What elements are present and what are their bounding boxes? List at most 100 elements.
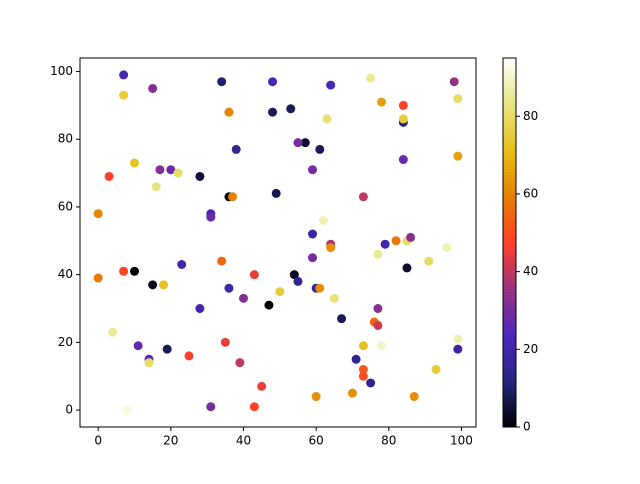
colorbar-step [503, 411, 516, 416]
colorbar-step [503, 147, 516, 151]
colorbar-step [503, 94, 516, 99]
colorbar-step [503, 227, 516, 231]
point [238, 293, 248, 303]
point [224, 283, 234, 293]
colorbar-step [503, 270, 516, 274]
colorbar-step [503, 187, 516, 191]
x-tick-label: 60 [309, 434, 324, 448]
colorbar-tick-label: 80 [523, 109, 538, 123]
point [195, 171, 205, 181]
point [402, 263, 412, 273]
point [104, 171, 114, 181]
colorbar-step [503, 257, 516, 262]
colorbar-step [503, 230, 516, 234]
point [358, 364, 368, 374]
colorbar-tick-label: 0 [523, 420, 531, 434]
colorbar-step [503, 184, 516, 188]
point [373, 304, 383, 314]
colorbar-step [503, 362, 516, 366]
point [195, 304, 205, 314]
colorbar-tick-label: 40 [523, 264, 538, 278]
point [431, 364, 441, 374]
point [268, 77, 278, 87]
colorbar-step [503, 337, 516, 342]
colorbar-step [503, 350, 516, 354]
colorbar-step [503, 334, 516, 339]
point [453, 94, 463, 104]
point [453, 344, 463, 354]
colorbar-step [503, 267, 516, 271]
colorbar-step [503, 214, 516, 219]
colorbar-step [503, 107, 516, 111]
point [315, 283, 325, 293]
colorbar-step [503, 239, 516, 243]
point [129, 266, 139, 276]
colorbar-step [503, 61, 516, 65]
colorbar-step [503, 408, 516, 413]
y-tick-label: 0 [65, 403, 73, 417]
colorbar-step [503, 101, 516, 105]
colorbar-step [503, 88, 516, 93]
colorbar-step [503, 368, 516, 373]
x-tick-label: 0 [94, 434, 102, 448]
colorbar-step [503, 276, 516, 280]
colorbar-step [503, 165, 516, 170]
point [173, 168, 183, 178]
colorbar-step [503, 304, 516, 308]
colorbar-step [503, 208, 516, 213]
colorbar-step [503, 356, 516, 360]
x-tick-label: 40 [236, 434, 251, 448]
point [358, 341, 368, 351]
point [268, 107, 278, 117]
colorbar-step [503, 331, 516, 336]
point [311, 392, 321, 402]
colorbar-step [503, 76, 516, 81]
colorbar-step [503, 310, 516, 314]
colorbar-step [503, 82, 516, 87]
point [308, 165, 318, 175]
colorbar-step [503, 399, 516, 403]
point [377, 341, 387, 351]
colorbar-step [503, 264, 516, 268]
point [398, 155, 408, 165]
colorbar-step [503, 104, 516, 108]
colorbar-step [503, 393, 516, 397]
point [358, 371, 368, 381]
colorbar-step [503, 405, 516, 410]
colorbar-step [503, 113, 516, 117]
colorbar-step [503, 359, 516, 363]
point [373, 249, 383, 259]
point [409, 392, 419, 402]
colorbar-step [503, 202, 516, 207]
colorbar-step [503, 371, 516, 376]
colorbar-step [503, 168, 516, 173]
colorbar-step [503, 307, 516, 311]
x-tick-label: 20 [163, 434, 178, 448]
point [148, 83, 158, 93]
colorbar-step [503, 141, 516, 145]
colorbar-step [503, 128, 516, 133]
colorbar-step [503, 217, 516, 222]
point [144, 358, 154, 368]
colorbar-step [503, 273, 516, 277]
point [308, 253, 318, 263]
point [217, 77, 227, 87]
colorbar-step [503, 233, 516, 237]
colorbar-step [503, 254, 516, 259]
point [300, 138, 310, 148]
colorbar-step [503, 70, 516, 74]
colorbar-step [503, 131, 516, 136]
point [289, 270, 299, 280]
point [398, 100, 408, 110]
colorbar-step [503, 242, 516, 247]
colorbar-step [503, 67, 516, 71]
point [220, 337, 230, 347]
y-tick-label: 100 [50, 64, 73, 78]
colorbar-step [503, 396, 516, 400]
colorbar-step [503, 236, 516, 240]
point [206, 212, 216, 222]
point [293, 276, 303, 286]
x-tick-label: 80 [381, 434, 396, 448]
